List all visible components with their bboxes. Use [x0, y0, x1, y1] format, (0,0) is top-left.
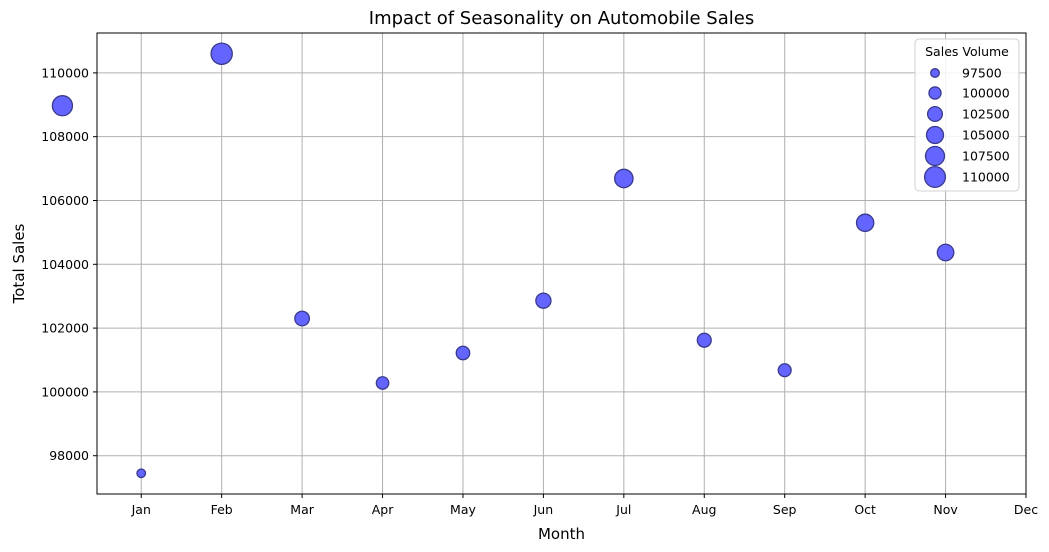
data-point	[136, 468, 147, 479]
x-tick-label: May	[450, 502, 476, 517]
legend-label: 105000	[962, 128, 1010, 143]
x-tick-label: Sep	[773, 502, 797, 517]
x-tick-label: Jul	[615, 502, 631, 517]
data-point	[51, 95, 74, 117]
grid	[97, 33, 1027, 494]
x-tick-label: Feb	[211, 502, 233, 517]
data-point	[936, 243, 955, 262]
x-tick-label: Oct	[854, 502, 876, 517]
data-points	[51, 42, 955, 479]
x-tick-label: Jan	[131, 502, 151, 517]
data-point	[375, 376, 390, 390]
y-tick-label: 110000	[41, 65, 89, 80]
data-point	[613, 168, 634, 189]
legend-label: 110000	[962, 170, 1010, 185]
x-tick-label: Nov	[933, 502, 958, 517]
y-tick-label: 102000	[41, 321, 89, 336]
x-tick-label: Apr	[372, 502, 394, 517]
x-tick-label: Mar	[290, 502, 314, 517]
y-tick-label: 98000	[49, 448, 89, 463]
legend-marker	[930, 68, 940, 78]
legend: Sales Volume 97500 100000 102500 105000 10750…	[914, 38, 1020, 192]
legend-marker	[923, 165, 947, 189]
y-tick-label: 108000	[41, 129, 89, 144]
data-point	[455, 345, 471, 361]
data-point	[777, 363, 792, 378]
y-axis-title: Total Sales	[10, 223, 28, 304]
axis-ticks: Jan Feb Mar Apr May Jun Jul Aug Sep Oct Nov Dec 9800…	[41, 65, 1038, 517]
x-axis-title: Month	[538, 525, 585, 543]
chart-title: Impact of Seasonality on Automobile Sale…	[369, 8, 754, 29]
data-point	[855, 213, 875, 233]
y-tick-label: 106000	[41, 193, 89, 208]
data-point	[210, 42, 233, 65]
legend-marker	[925, 125, 945, 145]
x-tick-label: Jun	[533, 502, 554, 517]
x-tick-label: Dec	[1014, 502, 1038, 517]
data-point	[696, 332, 712, 348]
legend-label: 97500	[962, 66, 1002, 81]
data-point	[294, 310, 311, 327]
plot-frame	[96, 32, 1027, 495]
legend-marker	[928, 86, 942, 100]
data-point	[535, 292, 552, 309]
legend-label: 107500	[962, 149, 1010, 164]
legend-label: 100000	[962, 86, 1010, 101]
y-tick-label: 100000	[41, 384, 89, 399]
legend-marker	[924, 145, 946, 167]
x-tick-label: Aug	[692, 502, 716, 517]
legend-label: 102500	[962, 107, 1010, 122]
legend-marker	[926, 105, 944, 123]
legend-title: Sales Volume	[925, 44, 1009, 59]
y-tick-label: 104000	[41, 257, 89, 272]
